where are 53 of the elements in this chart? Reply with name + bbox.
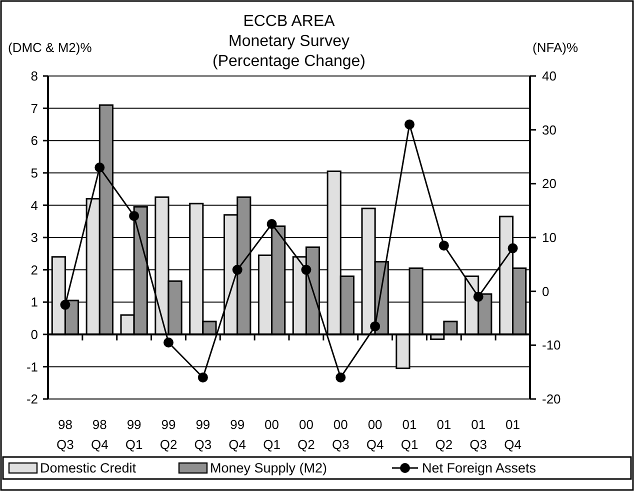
- x-tick-label: 99 Q1: [125, 417, 143, 452]
- y2-tick-label: 30: [542, 122, 556, 138]
- legend-label: Net Foreign Assets: [422, 460, 536, 476]
- y-axis-title: (DMC & M2)%: [8, 40, 92, 55]
- point: [473, 292, 484, 302]
- x-tick-label: 00 Q3: [332, 417, 350, 452]
- point: [370, 321, 380, 332]
- y2-tick-label: 40: [542, 68, 556, 84]
- y-tick-label: -1: [26, 359, 38, 374]
- point: [60, 300, 70, 310]
- y-tick-label: 0: [30, 326, 38, 342]
- y2-tick-label: -20: [542, 392, 561, 407]
- point: [266, 219, 277, 230]
- x-tick-label: 01 Q3: [470, 417, 488, 452]
- chart-title: ECCB AREA: [243, 13, 336, 30]
- point: [164, 337, 174, 348]
- point: [404, 119, 414, 130]
- y-tick-label: 2: [30, 262, 38, 278]
- x-tick-label: 01 Q2: [435, 417, 453, 452]
- x-tick-label: 99 Q4: [228, 417, 246, 452]
- x-tick-label: 01 Q4: [504, 417, 522, 452]
- y-tick-label: -2: [26, 392, 38, 407]
- point: [94, 162, 105, 173]
- chart-subtitle: Monetary Survey (Percentage Change): [212, 33, 366, 70]
- point: [198, 372, 208, 382]
- x-tick-label: 00 Q1: [263, 417, 280, 452]
- x-tick-label: 99 Q2: [160, 417, 178, 452]
- point: [508, 243, 518, 254]
- x-tick-label: 00 Q4: [366, 417, 384, 452]
- x-tick-label: 98 Q4: [90, 417, 108, 452]
- point: [232, 264, 242, 275]
- x-tick-label: 00 Q2: [298, 417, 315, 452]
- point: [336, 372, 346, 382]
- y2-tick-label: 0: [542, 284, 550, 299]
- x-tick-label: 01 Q1: [400, 417, 418, 452]
- y-tick-label: 7: [30, 100, 38, 116]
- y2-tick-label: -10: [542, 338, 561, 353]
- y-tick-label: 1: [30, 294, 38, 310]
- y2-tick-label: 20: [542, 176, 556, 192]
- y-tick-label: 5: [30, 165, 38, 180]
- y-tick-label: 8: [30, 68, 38, 84]
- y2-axis-title: (NFA)%: [532, 40, 578, 55]
- point: [438, 240, 449, 251]
- y-tick-label: 3: [30, 230, 38, 246]
- y-tick-label: 6: [30, 133, 38, 148]
- x-tick-label: 99 Q3: [194, 417, 212, 452]
- x-tick-label: 98 Q3: [56, 417, 74, 452]
- point: [301, 264, 312, 275]
- point: [129, 210, 140, 221]
- y-tick-label: 4: [30, 198, 38, 213]
- legend-label: Domestic Credit: [40, 460, 136, 476]
- y2-tick-label: 10: [542, 230, 556, 246]
- legend-label: Money Supply (M2): [210, 460, 328, 476]
